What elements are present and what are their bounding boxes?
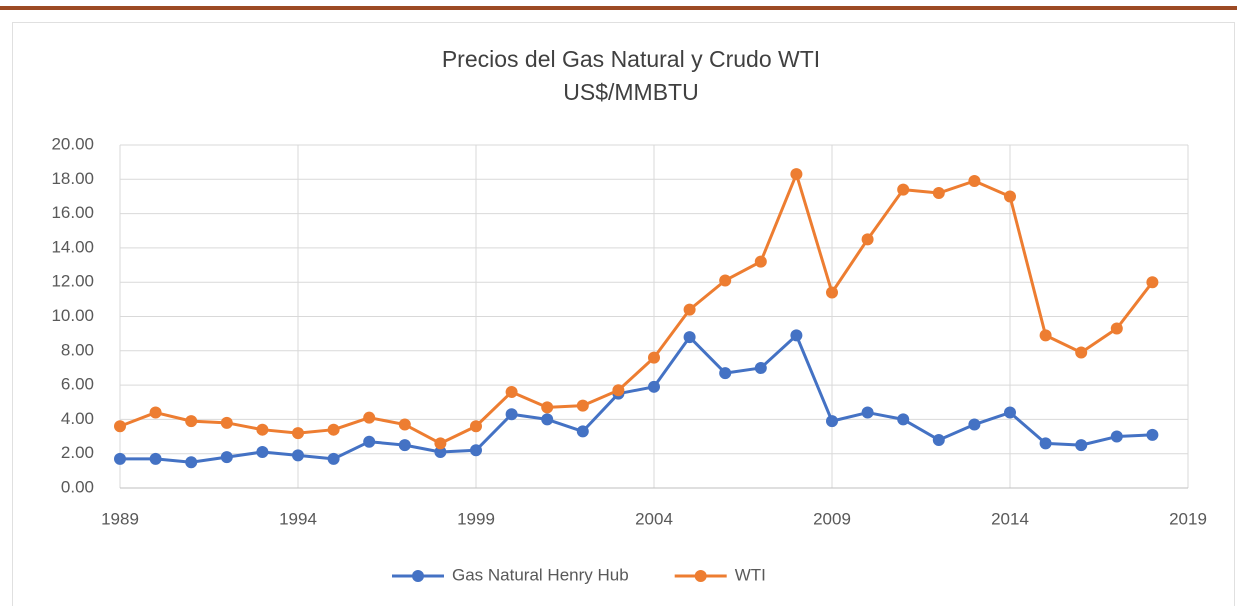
data-point <box>1039 329 1052 342</box>
data-point <box>932 433 945 446</box>
data-point <box>470 420 482 433</box>
data-point <box>1110 430 1123 443</box>
data-point <box>149 406 162 419</box>
legend-marker <box>412 570 424 582</box>
data-point <box>220 451 233 464</box>
data-point <box>790 329 803 342</box>
data-point <box>576 399 589 412</box>
data-point <box>968 418 981 431</box>
top-rule <box>0 6 1237 10</box>
y-tick-label: 4.00 <box>61 409 94 428</box>
data-point <box>683 303 696 316</box>
data-point <box>505 408 518 421</box>
y-tick-label: 8.00 <box>61 340 94 359</box>
chart-frame <box>12 22 1235 606</box>
data-point <box>1146 276 1159 289</box>
y-tick-label: 16.00 <box>51 203 94 222</box>
data-point <box>292 449 304 462</box>
data-point <box>185 415 198 428</box>
data-point <box>1004 190 1016 203</box>
data-point <box>1146 428 1159 441</box>
data-point <box>683 331 696 344</box>
y-tick-label: 10.00 <box>51 306 94 325</box>
data-point <box>932 187 945 200</box>
data-point <box>470 444 482 457</box>
data-point <box>897 183 910 196</box>
data-point <box>1075 346 1088 359</box>
data-point <box>541 413 554 426</box>
legend-label: Gas Natural Henry Hub <box>452 565 629 584</box>
data-point <box>612 384 625 397</box>
chart-subtitle: US$/MMBTU <box>563 79 698 105</box>
data-point <box>897 413 910 426</box>
x-tick-label: 2004 <box>635 509 673 528</box>
x-tick-label: 1994 <box>279 509 317 528</box>
data-point <box>648 380 660 393</box>
x-tick-label: 1989 <box>101 509 139 528</box>
x-tick-label: 2009 <box>813 509 851 528</box>
data-point <box>149 452 162 465</box>
data-point <box>648 351 660 364</box>
y-tick-label: 20.00 <box>51 134 94 153</box>
data-point <box>541 401 554 414</box>
data-point <box>1075 439 1088 452</box>
data-point <box>505 385 518 398</box>
chart-title: Precios del Gas Natural y Crudo WTI <box>442 46 820 72</box>
data-point <box>826 415 838 428</box>
data-point <box>327 452 340 465</box>
data-point <box>1039 437 1052 450</box>
data-point <box>327 423 340 436</box>
y-tick-label: 6.00 <box>61 375 94 394</box>
data-point <box>861 233 874 246</box>
data-point <box>968 175 981 188</box>
data-point <box>256 423 269 436</box>
data-point <box>292 427 304 440</box>
data-point <box>826 286 838 299</box>
data-point <box>363 435 376 448</box>
data-point <box>719 274 732 287</box>
data-point <box>754 255 767 268</box>
data-point <box>576 425 589 438</box>
data-point <box>861 406 874 419</box>
x-tick-label: 2019 <box>1169 509 1207 528</box>
data-point <box>754 361 767 374</box>
data-point <box>434 445 447 458</box>
y-tick-label: 14.00 <box>51 237 94 256</box>
data-point <box>256 445 269 458</box>
data-point <box>434 437 447 450</box>
data-point <box>1110 322 1123 335</box>
data-point <box>114 452 126 465</box>
data-point <box>719 367 732 380</box>
y-tick-label: 12.00 <box>51 272 94 291</box>
data-point <box>185 456 198 469</box>
data-point <box>114 420 126 433</box>
legend-marker <box>694 570 707 582</box>
data-point <box>363 411 376 424</box>
y-tick-label: 2.00 <box>61 443 94 462</box>
x-tick-label: 1999 <box>457 509 495 528</box>
data-point <box>790 168 803 181</box>
x-tick-label: 2014 <box>991 509 1029 528</box>
data-point <box>220 416 233 429</box>
y-tick-label: 0.00 <box>61 477 94 496</box>
legend-label: WTI <box>735 565 766 584</box>
data-point <box>398 418 411 431</box>
data-point <box>398 439 411 452</box>
data-point <box>1004 406 1016 419</box>
y-tick-label: 18.00 <box>51 169 94 188</box>
